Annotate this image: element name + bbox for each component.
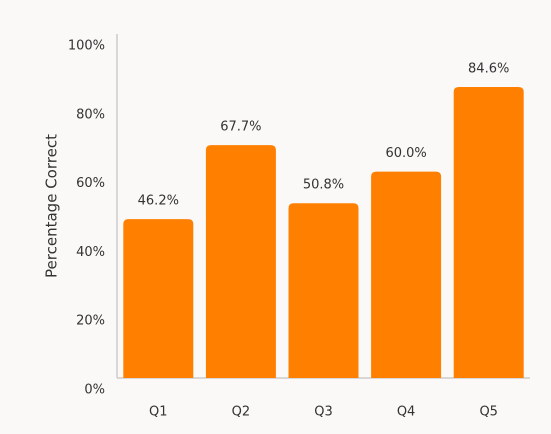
- x-tick-label: Q4: [397, 405, 416, 420]
- x-tick-label: Q1: [149, 405, 168, 420]
- y-tick-label: 80%: [76, 107, 105, 122]
- y-tick-label: 40%: [76, 245, 105, 260]
- y-tick-label: 0%: [84, 383, 105, 398]
- bar: [205, 145, 276, 378]
- data-label: 67.7%: [220, 120, 261, 135]
- y-tick-label: 20%: [76, 314, 105, 329]
- x-tick-label: Q2: [232, 405, 251, 420]
- data-label: 60.0%: [385, 146, 426, 161]
- bar: [453, 86, 524, 378]
- y-tick-label: 100%: [68, 39, 105, 54]
- bar: [371, 171, 442, 378]
- data-label: 46.2%: [138, 194, 179, 209]
- y-tick-label: 60%: [76, 176, 105, 191]
- x-tick-label: Q5: [479, 405, 498, 420]
- y-axis-title: Percentage Correct: [43, 134, 61, 278]
- x-tick-label: Q3: [314, 405, 333, 420]
- bar: [123, 219, 194, 378]
- data-label: 50.8%: [303, 178, 344, 193]
- bar: [288, 203, 359, 378]
- data-label: 84.6%: [468, 61, 509, 76]
